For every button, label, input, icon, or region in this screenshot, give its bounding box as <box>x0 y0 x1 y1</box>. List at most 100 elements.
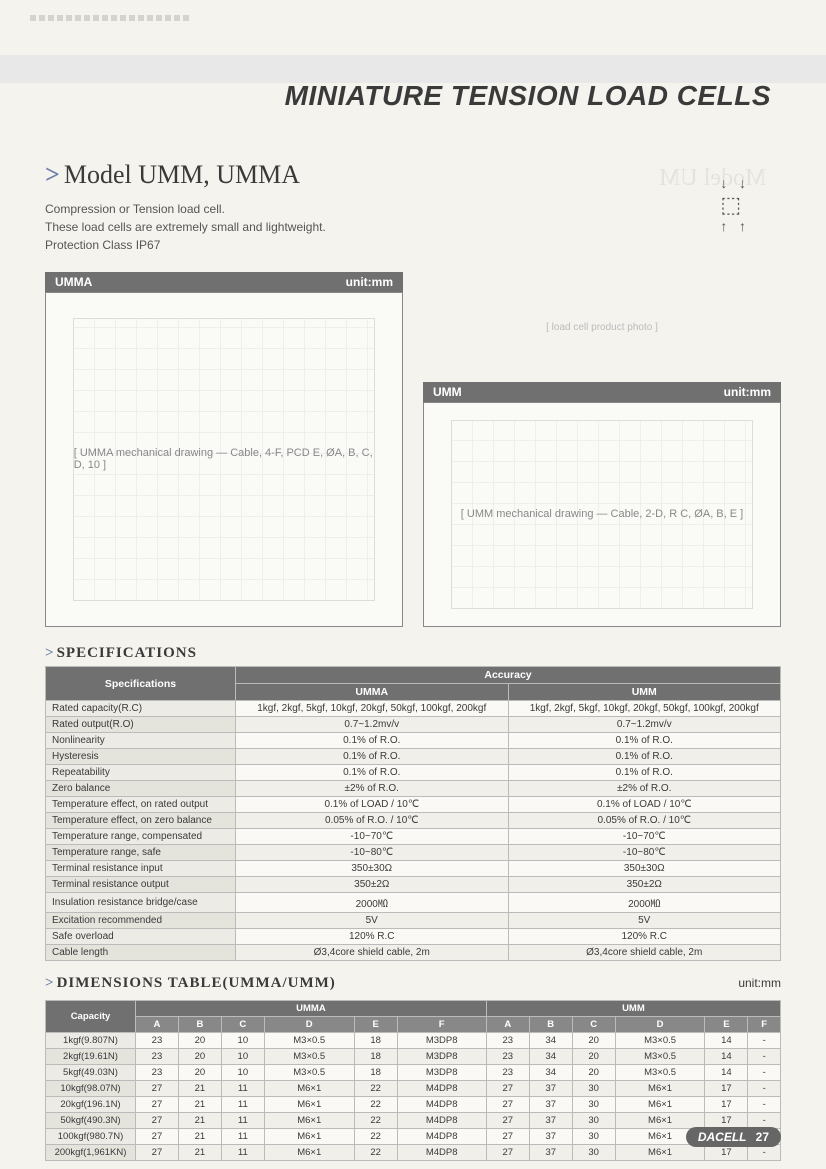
dim-umm-cell: - <box>748 1049 781 1065</box>
dim-umm-cell: - <box>748 1097 781 1113</box>
dim-umm-cell: M6×1 <box>615 1145 705 1161</box>
umm-drawing: [ UMM mechanical drawing — Cable, 2-D, R… <box>451 420 754 610</box>
dim-umm-cell: 23 <box>486 1049 529 1065</box>
dim-umm-cell: 14 <box>705 1065 748 1081</box>
spec-label: Temperature effect, on zero balance <box>46 813 236 829</box>
dim-subcol: D <box>615 1017 705 1033</box>
spec-label: Temperature range, compensated <box>46 829 236 845</box>
dim-row: 5kgf(49.03N)232010M3×0.518M3DP8233420M3×… <box>46 1065 781 1081</box>
dim-umm-cell: 27 <box>486 1081 529 1097</box>
spec-umma-val: 0.7~1.2mv/v <box>236 717 509 733</box>
spec-row: Rated capacity(R.C) 1kgf, 2kgf, 5kgf, 10… <box>46 701 781 717</box>
dim-row: 20kgf(196.1N)272111M6×122M4DP8273730M6×1… <box>46 1097 781 1113</box>
spec-umma-val: 0.1% of R.O. <box>236 765 509 781</box>
spec-umm-val: 1kgf, 2kgf, 5kgf, 10kgf, 20kgf, 50kgf, 1… <box>508 701 781 717</box>
umm-diagram-unit: unit:mm <box>724 385 771 399</box>
dim-umma-cell: 22 <box>354 1081 397 1097</box>
dim-umm-cell: 37 <box>529 1145 572 1161</box>
dim-umm-cell: 20 <box>572 1033 615 1049</box>
spec-label: Temperature effect, on rated output <box>46 797 236 813</box>
dim-capacity: 20kgf(196.1N) <box>46 1097 136 1113</box>
umma-diagram-unit: unit:mm <box>346 275 393 289</box>
dim-umm-group: UMM <box>486 1001 780 1017</box>
dim-umm-cell: 37 <box>529 1097 572 1113</box>
spec-umma-val: -10~70℃ <box>236 829 509 845</box>
spec-umm-val: ±2% of R.O. <box>508 781 781 797</box>
intro-text: Compression or Tension load cell. These … <box>45 200 781 254</box>
dim-umma-cell: M3DP8 <box>397 1049 486 1065</box>
dim-umma-cell: M6×1 <box>264 1081 354 1097</box>
dim-umma-group: UMMA <box>136 1001 487 1017</box>
dim-umma-cell: 21 <box>178 1113 221 1129</box>
umma-drawing: [ UMMA mechanical drawing — Cable, 4-F, … <box>73 318 376 601</box>
dim-umm-cell: 20 <box>572 1065 615 1081</box>
dim-umm-cell: M6×1 <box>615 1113 705 1129</box>
dim-umma-cell: 10 <box>221 1065 264 1081</box>
spec-umm-val: -10~70℃ <box>508 829 781 845</box>
footer-brand: DACELL <box>698 1130 746 1144</box>
spec-umm-val: 0.1% of LOAD / 10℃ <box>508 797 781 813</box>
dim-umma-cell: M6×1 <box>264 1129 354 1145</box>
decorative-dots <box>30 15 350 24</box>
dim-umma-cell: M3DP8 <box>397 1065 486 1081</box>
spec-label: Terminal resistance output <box>46 877 236 893</box>
dim-umma-cell: M6×1 <box>264 1113 354 1129</box>
spec-row: Excitation recommended 5V 5V <box>46 913 781 929</box>
dim-umm-cell: 37 <box>529 1113 572 1129</box>
spec-umma-val: 0.05% of R.O. / 10℃ <box>236 813 509 829</box>
dim-umma-cell: 27 <box>136 1081 179 1097</box>
dimensions-table: Capacity UMMA UMM ABCDEFABCDEF 1kgf(9.80… <box>45 1000 781 1161</box>
spec-umma-val: 350±2Ω <box>236 877 509 893</box>
spec-label: Rated output(R.O) <box>46 717 236 733</box>
dim-umm-cell: 30 <box>572 1129 615 1145</box>
dim-umma-cell: 20 <box>178 1033 221 1049</box>
dim-umma-cell: M4DP8 <box>397 1081 486 1097</box>
spec-row: Temperature range, compensated -10~70℃ -… <box>46 829 781 845</box>
page-footer: DACELL 27 <box>686 1127 781 1147</box>
dim-umm-cell: 27 <box>486 1097 529 1113</box>
dim-umm-cell: 17 <box>705 1097 748 1113</box>
dim-umm-cell: 30 <box>572 1081 615 1097</box>
spec-row: Safe overload 120% R.C 120% R.C <box>46 929 781 945</box>
spec-label: Hysteresis <box>46 749 236 765</box>
footer-page-number: 27 <box>756 1130 769 1144</box>
spec-umma-val: 0.1% of R.O. <box>236 749 509 765</box>
spec-umma-val: -10~80℃ <box>236 845 509 861</box>
dim-capacity: 1kgf(9.807N) <box>46 1033 136 1049</box>
dim-umma-cell: 20 <box>178 1049 221 1065</box>
spec-row: Temperature range, safe -10~80℃ -10~80℃ <box>46 845 781 861</box>
dim-umma-cell: 21 <box>178 1081 221 1097</box>
dim-umm-cell: M6×1 <box>615 1097 705 1113</box>
dim-subcol: F <box>397 1017 486 1033</box>
dim-umma-cell: M4DP8 <box>397 1145 486 1161</box>
dim-umma-cell: 22 <box>354 1129 397 1145</box>
spec-label: Insulation resistance bridge/case <box>46 893 236 913</box>
umma-diagram-box: UMMA unit:mm [ UMMA mechanical drawing —… <box>45 272 403 627</box>
product-photo: [ load cell product photo ] <box>423 272 781 382</box>
dim-subcol: A <box>136 1017 179 1033</box>
dim-subcol: C <box>221 1017 264 1033</box>
dim-umm-cell: 27 <box>486 1113 529 1129</box>
dim-subcol: E <box>705 1017 748 1033</box>
dim-subcol: A <box>486 1017 529 1033</box>
dim-umm-cell: 17 <box>705 1081 748 1097</box>
spec-umma-val: 120% R.C <box>236 929 509 945</box>
dim-capacity: 2kgf(19.61N) <box>46 1049 136 1065</box>
dim-umm-cell: 30 <box>572 1145 615 1161</box>
spec-label: Safe overload <box>46 929 236 945</box>
spec-label: Zero balance <box>46 781 236 797</box>
umm-column: [ load cell product photo ] UMM unit:mm … <box>423 272 781 627</box>
spec-row: Cable length Ø3,4core shield cable, 2m Ø… <box>46 945 781 961</box>
spec-umma-val: 5V <box>236 913 509 929</box>
spec-row: Terminal resistance input 350±30Ω 350±30… <box>46 861 781 877</box>
dim-unit-label: unit:mm <box>738 976 781 990</box>
dim-umm-cell: 34 <box>529 1065 572 1081</box>
dim-umma-cell: M6×1 <box>264 1097 354 1113</box>
dim-umma-cell: 18 <box>354 1033 397 1049</box>
dim-row: 100kgf(980.7N)272111M6×122M4DP8273730M6×… <box>46 1129 781 1145</box>
dim-umm-cell: 23 <box>486 1033 529 1049</box>
spec-umm-val: Ø3,4core shield cable, 2m <box>508 945 781 961</box>
dim-umm-cell: 14 <box>705 1033 748 1049</box>
dim-umma-cell: 23 <box>136 1065 179 1081</box>
dim-umm-cell: 30 <box>572 1113 615 1129</box>
